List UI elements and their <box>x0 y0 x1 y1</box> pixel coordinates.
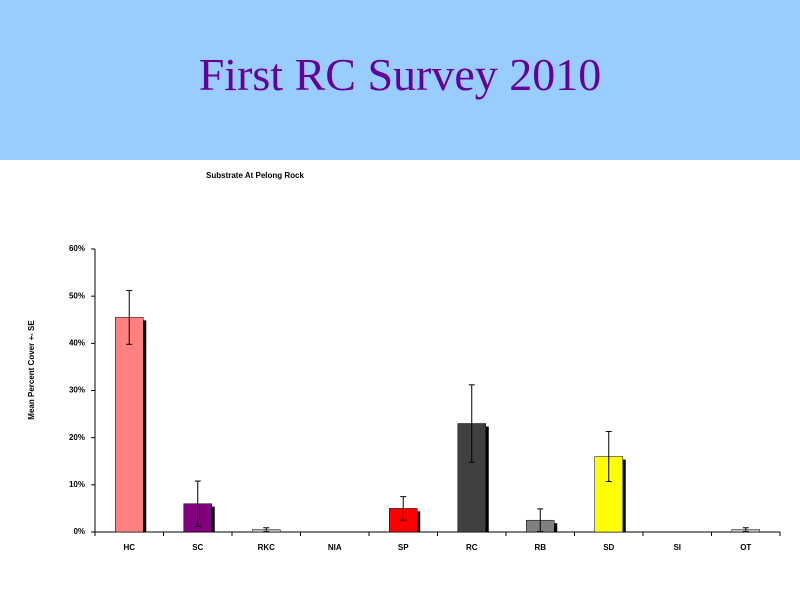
x-tick-label: RC <box>466 543 478 552</box>
y-tick-label: 30% <box>69 386 85 395</box>
slide-title: First RC Survey 2010 <box>198 49 602 100</box>
chart-title: Substrate At Pelong Rock <box>206 171 304 180</box>
x-tick-label: HC <box>123 543 135 552</box>
x-tick-label: OT <box>740 543 751 552</box>
y-tick-label: 50% <box>69 291 85 300</box>
x-tick-label: RB <box>534 543 546 552</box>
chart: Substrate At Pelong Rock Mean Percent Co… <box>27 171 781 552</box>
y-tick-label: 60% <box>69 244 85 253</box>
x-tick-label: SC <box>192 543 203 552</box>
x-tick-label: SP <box>398 543 409 552</box>
y-axis-label: Mean Percent Cover +- SE <box>27 320 36 420</box>
x-tick-label: SD <box>603 543 614 552</box>
x-tick-label: NIA <box>328 543 342 552</box>
x-tick-label: SI <box>673 543 681 552</box>
header-band <box>0 0 800 160</box>
y-tick-label: 0% <box>73 527 85 536</box>
y-tick-label: 10% <box>69 480 85 489</box>
y-tick-label: 40% <box>69 338 85 347</box>
x-tick-label: RKC <box>258 543 276 552</box>
y-tick-label: 20% <box>69 433 85 442</box>
bar <box>115 317 144 533</box>
